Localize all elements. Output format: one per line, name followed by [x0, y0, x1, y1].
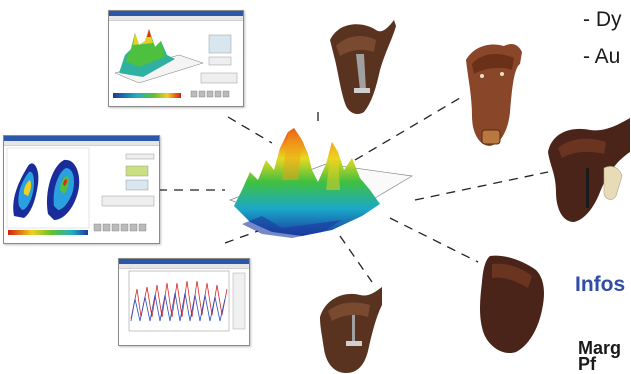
contact-line-2: Pf [578, 354, 596, 374]
contact-line-1: Marg [578, 338, 622, 358]
connector-top-left [227, 116, 273, 144]
saddle-dressage-icon [548, 118, 630, 222]
central-pressure-landscape [228, 128, 414, 238]
bullet-item-2: - Au [583, 45, 621, 68]
pressure-map-2d-icon [6, 147, 155, 235]
connector-top-right [354, 94, 466, 161]
pressure-curve-plot-icon [128, 270, 246, 332]
pressure-curve-screenshot [118, 258, 250, 346]
saddle-western-icon [466, 44, 522, 146]
pressure-software-screenshot-top [108, 10, 244, 107]
pressure-software-screenshot-middle [3, 135, 160, 244]
contact-block: Marg Pf [578, 338, 622, 374]
bullet-item-1: - Dy [583, 8, 622, 31]
info-heading: Infos [575, 273, 626, 296]
saddle-top-center-icon [330, 20, 396, 114]
pressure-map-3d-icon [113, 29, 238, 98]
connector-lower-right [389, 217, 479, 263]
connector-bottom-left [224, 230, 259, 244]
saddle-lower-right-icon [480, 255, 544, 354]
saddle-bottom-center-icon [320, 287, 382, 373]
connector-mid-right [414, 171, 549, 201]
